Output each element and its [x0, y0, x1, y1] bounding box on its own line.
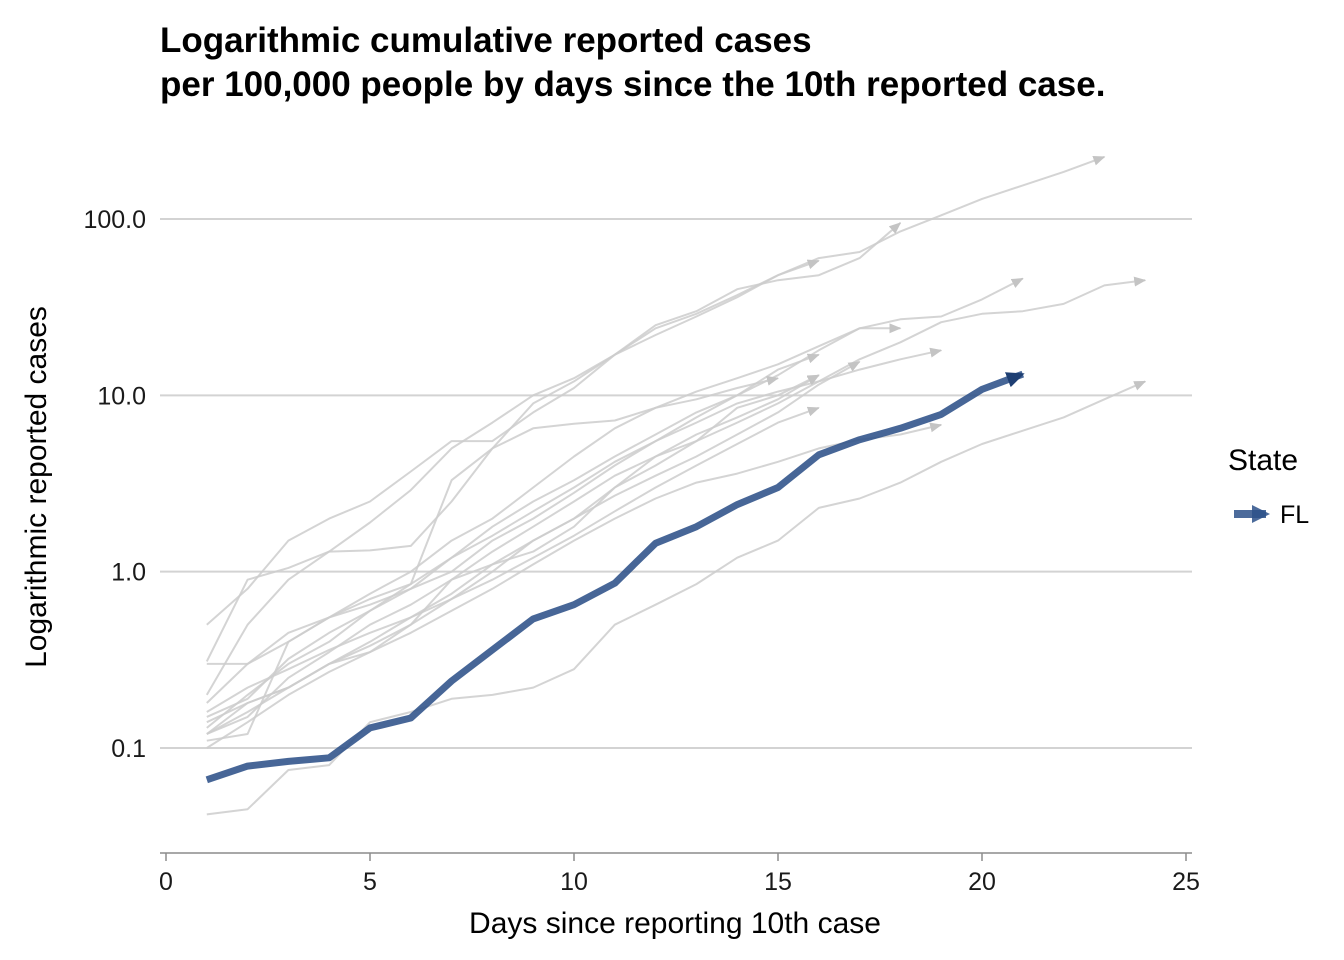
series-line-other-state [206, 259, 820, 626]
series-line-other-state [206, 353, 820, 704]
series-line-other-state [205, 222, 902, 696]
series-line-fl [205, 370, 1025, 784]
series-line-other-state [206, 347, 943, 718]
chart-title-line-2: per 100,000 people by days since the 10t… [160, 65, 1105, 104]
x-tick-label: 15 [764, 868, 792, 896]
y-axis: 0.1 1.0 10.0 100.0 [83, 206, 146, 763]
x-tick-label: 5 [363, 868, 377, 896]
series-line-other-state [206, 375, 779, 742]
series-line-other-state [206, 374, 820, 735]
series-line-other-state [205, 155, 1106, 662]
y-tick-label: 10.0 [97, 382, 146, 410]
y-tick-label: 100.0 [83, 206, 146, 234]
x-tick-label: 10 [560, 868, 588, 896]
background-series-group [205, 155, 1147, 816]
series-line-other-state [206, 422, 943, 749]
series-line-other-state [206, 277, 1024, 729]
highlight-series-group [205, 370, 1025, 784]
legend-key-arrow-icon [1252, 505, 1270, 523]
y-axis-title: Logarithmic reported cases [20, 306, 53, 668]
y-tick-label: 0.1 [111, 735, 146, 763]
legend-label-fl: FL [1280, 501, 1309, 529]
y-tick-label: 1.0 [111, 559, 146, 587]
chart-title-line-1: Logarithmic cumulative reported cases [160, 21, 812, 60]
x-tick-label: 0 [159, 868, 173, 896]
legend: State FL [1228, 444, 1309, 529]
series-line-other-state [206, 360, 861, 735]
series-line-other-state [206, 406, 820, 713]
x-axis-title: Days since reporting 10th case [469, 907, 881, 940]
x-axis: 0 5 10 15 20 25 [159, 852, 1200, 896]
legend-title: State [1228, 444, 1298, 477]
grid-lines [160, 218, 1192, 749]
x-tick-label: 25 [1172, 868, 1200, 896]
x-tick-label: 20 [968, 868, 996, 896]
series-line-other-state [206, 276, 1147, 735]
